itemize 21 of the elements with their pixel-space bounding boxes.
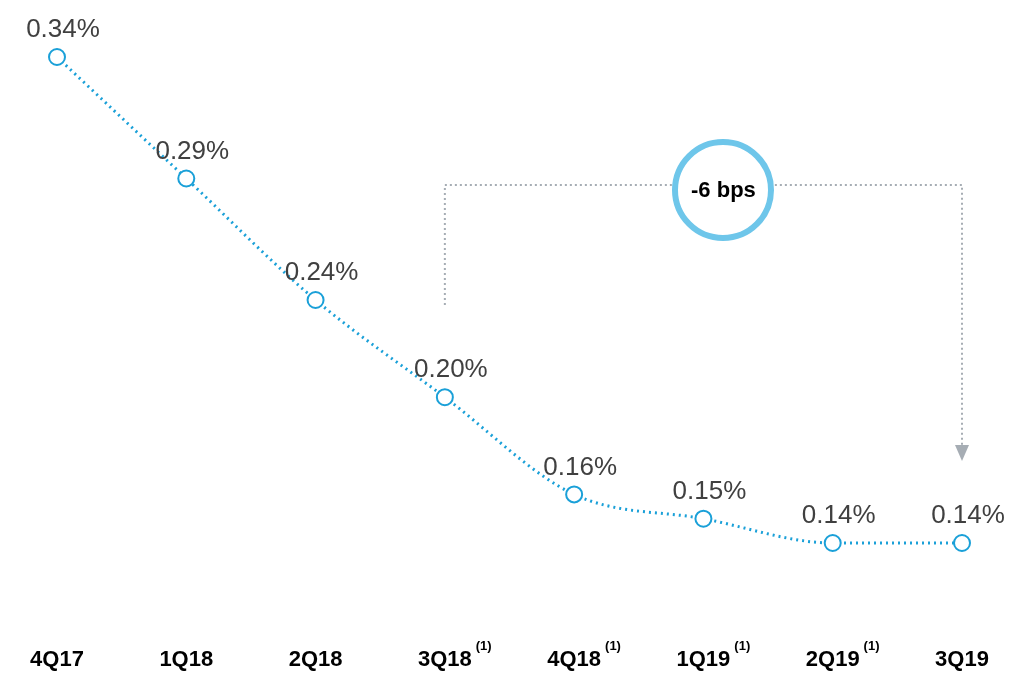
data-label: 0.14%	[931, 499, 1005, 530]
x-tick-label: 3Q19	[935, 646, 989, 671]
point	[953, 534, 971, 552]
point	[48, 48, 66, 66]
point	[565, 485, 584, 504]
data-label: 0.16%	[543, 450, 618, 481]
data-label: 0.24%	[284, 256, 359, 287]
data-label: 0.20%	[413, 353, 488, 384]
point	[823, 534, 842, 552]
point	[694, 509, 713, 528]
data-label: 0.15%	[672, 474, 747, 505]
data-label: 0.34%	[26, 13, 100, 44]
point	[306, 291, 325, 309]
circle-badge: -6 bps	[672, 139, 775, 241]
point	[177, 169, 196, 188]
data-label: 0.29%	[155, 134, 230, 165]
x-tick-label: 1Q18	[159, 646, 214, 671]
x-tick-label: 2Q18	[288, 646, 343, 671]
point	[435, 388, 454, 407]
data-label: 0.14%	[801, 499, 876, 530]
x-tick-label: 4Q17	[30, 646, 84, 671]
